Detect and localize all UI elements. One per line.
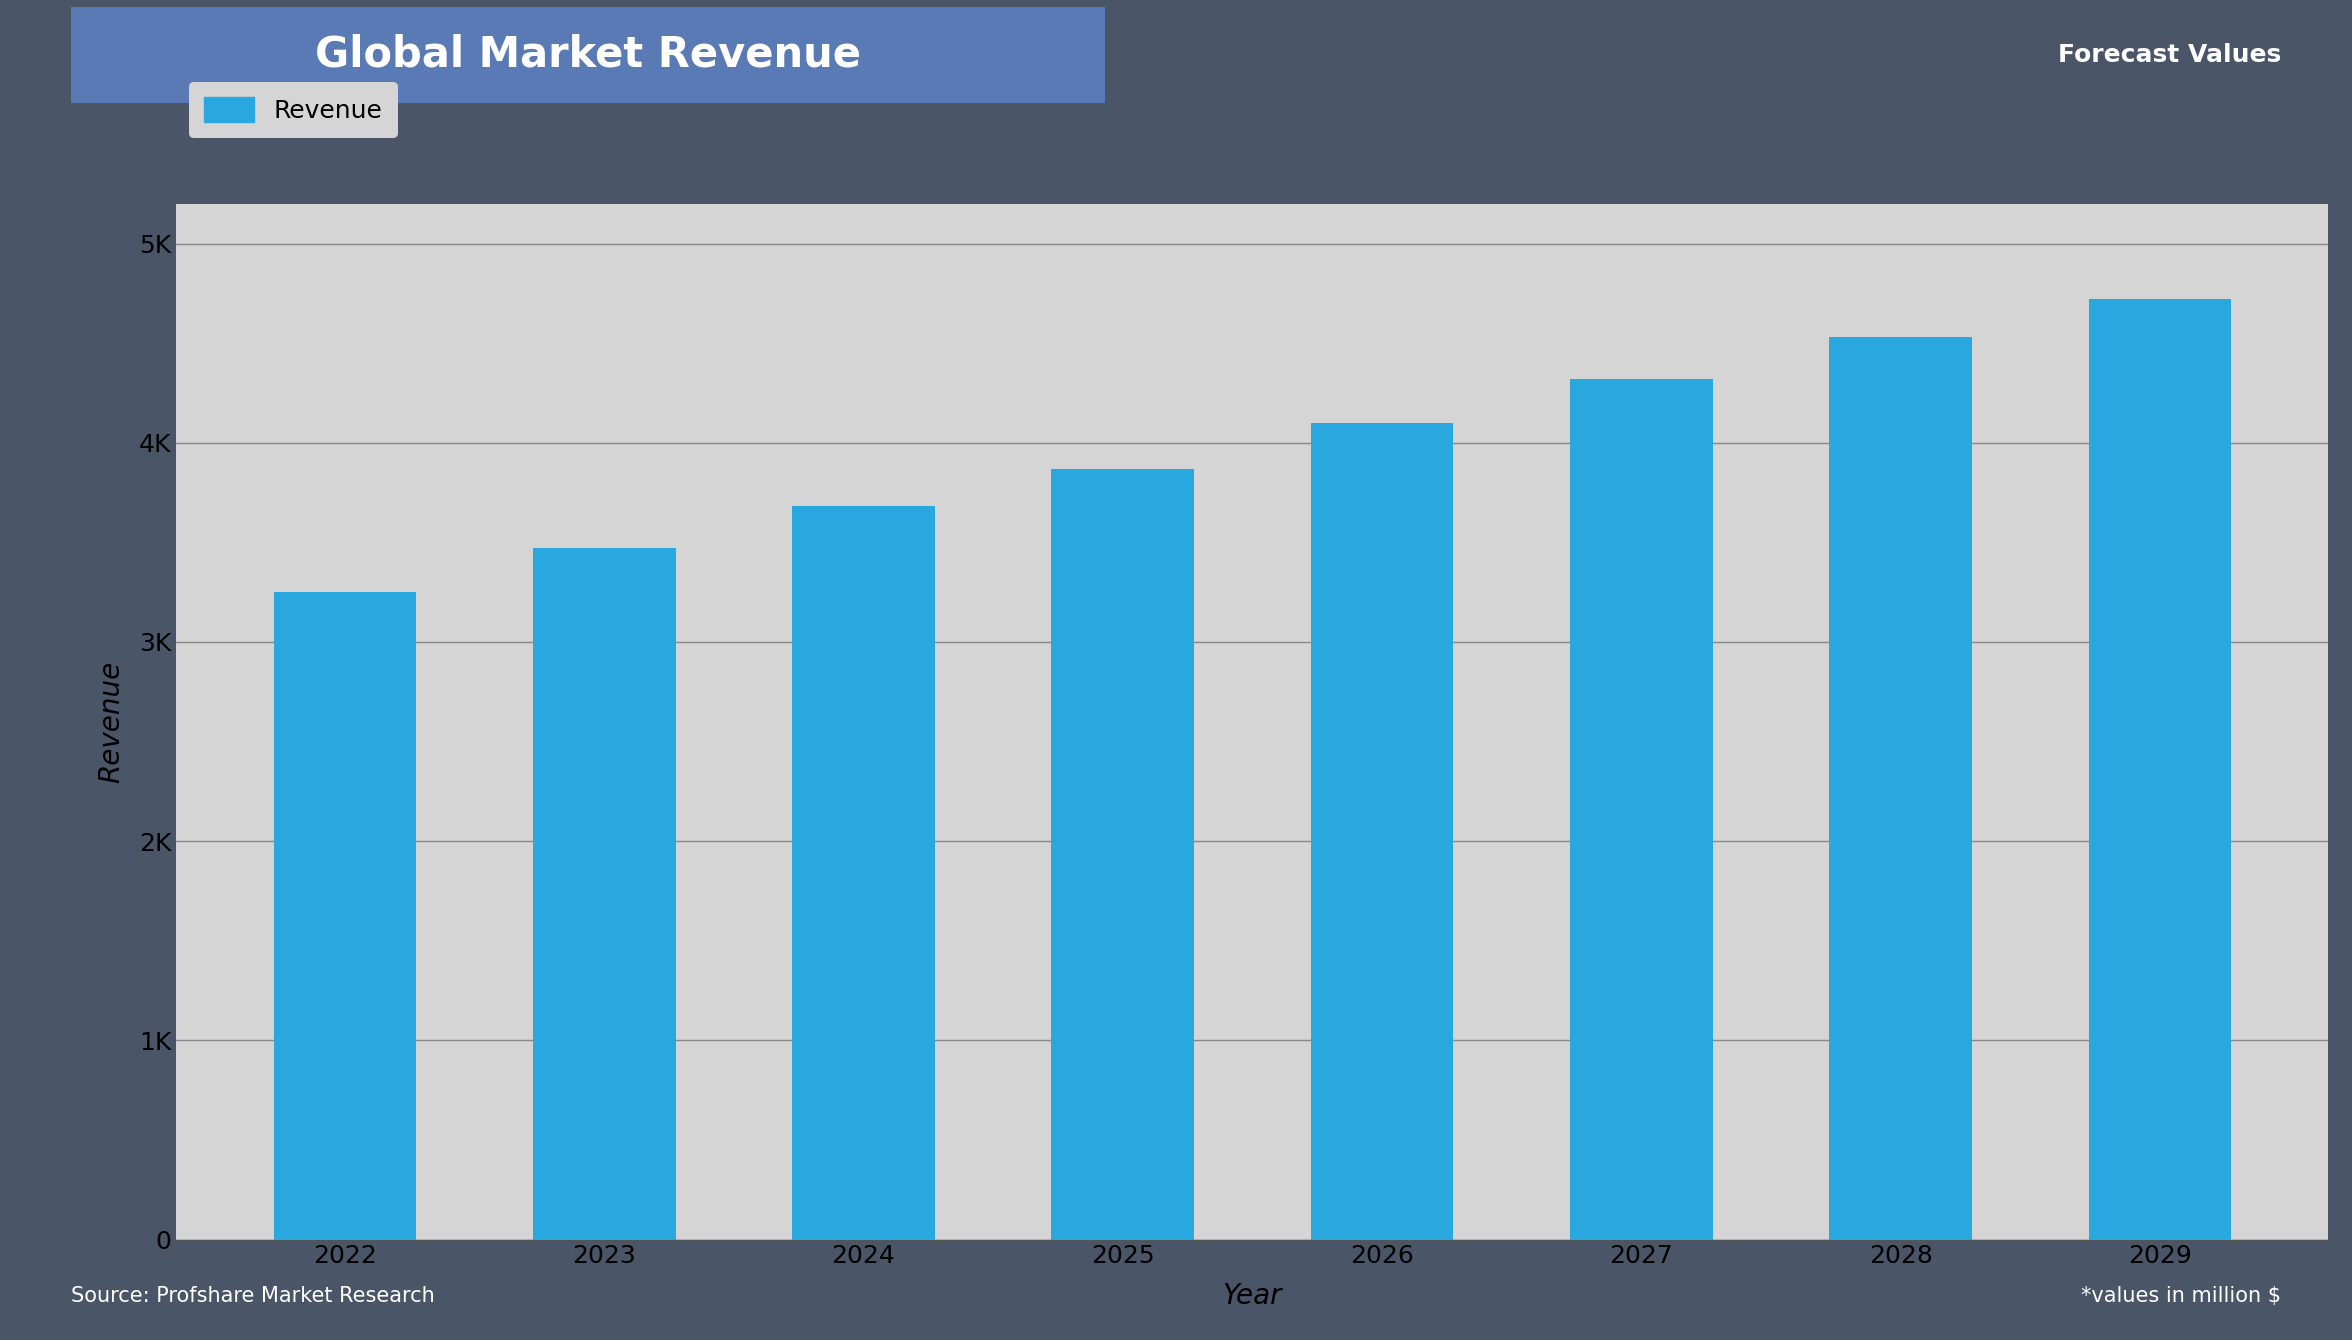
Bar: [1051, 469, 1195, 1240]
Bar: [534, 548, 675, 1240]
Bar: [793, 507, 934, 1240]
Bar: [2089, 299, 2232, 1240]
X-axis label: Year: Year: [1223, 1282, 1282, 1311]
Bar: [1830, 338, 1971, 1240]
Bar: [273, 592, 416, 1240]
Text: Source: Profshare Market Research: Source: Profshare Market Research: [71, 1286, 435, 1306]
Bar: [1310, 423, 1454, 1240]
Bar: [1571, 379, 1712, 1240]
Text: Forecast Values: Forecast Values: [2058, 43, 2281, 67]
Y-axis label: Revenue: Revenue: [96, 661, 125, 783]
Text: Global Market Revenue: Global Market Revenue: [315, 34, 861, 76]
Legend: Revenue: Revenue: [188, 82, 397, 138]
Text: *values in million $: *values in million $: [2082, 1286, 2281, 1306]
